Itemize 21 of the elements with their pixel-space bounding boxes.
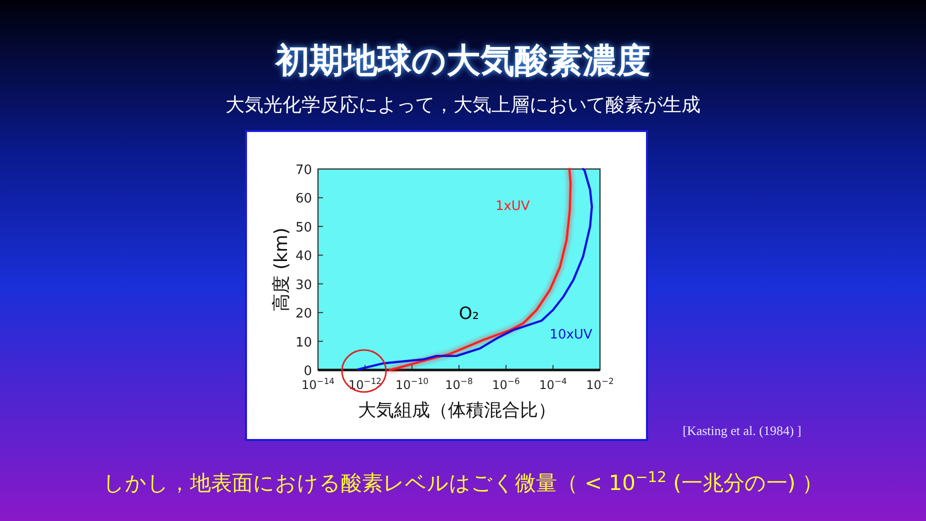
y-tick-label: 70 (295, 163, 312, 178)
xlabel: 大気組成（体積混合比） (358, 400, 556, 421)
title: 初期地球の大気酸素濃度 (276, 41, 650, 81)
ylabel: 高度 (km) (271, 228, 292, 312)
annotation-source: [Kasting et al. (1984) ] (682, 423, 802, 438)
x-tick-label: 10$^{−14}$ (302, 376, 334, 392)
y-tick-label: 0 (304, 364, 312, 379)
y-tick-label: 40 (295, 249, 312, 264)
y-tick-label: 20 (295, 306, 312, 322)
y-tick-label: 30 (295, 278, 312, 293)
annotation-note: しかし，地表面における酸素レベルはごく微量（ < 10$^{−12}$ (一兆分の一) ） (102, 468, 824, 495)
y-tick-label: 10 (295, 335, 312, 350)
x-tick-label: 10$^{−8}$ (445, 376, 473, 392)
subtitle: 大気光化学反応によって，大気上層において酸素が生成 (226, 94, 700, 116)
y-tick-label: 60 (295, 192, 312, 207)
x-tick-label: 10$^{−10}$ (396, 376, 428, 392)
x-tick-label: 10$^{−4}$ (539, 376, 567, 392)
x-tick-label: 10$^{−2}$ (586, 376, 614, 392)
y-tick-label: 50 (295, 220, 312, 236)
annotation-o2: O₂ (458, 304, 480, 324)
x-tick-label: 10$^{−6}$ (492, 376, 520, 392)
